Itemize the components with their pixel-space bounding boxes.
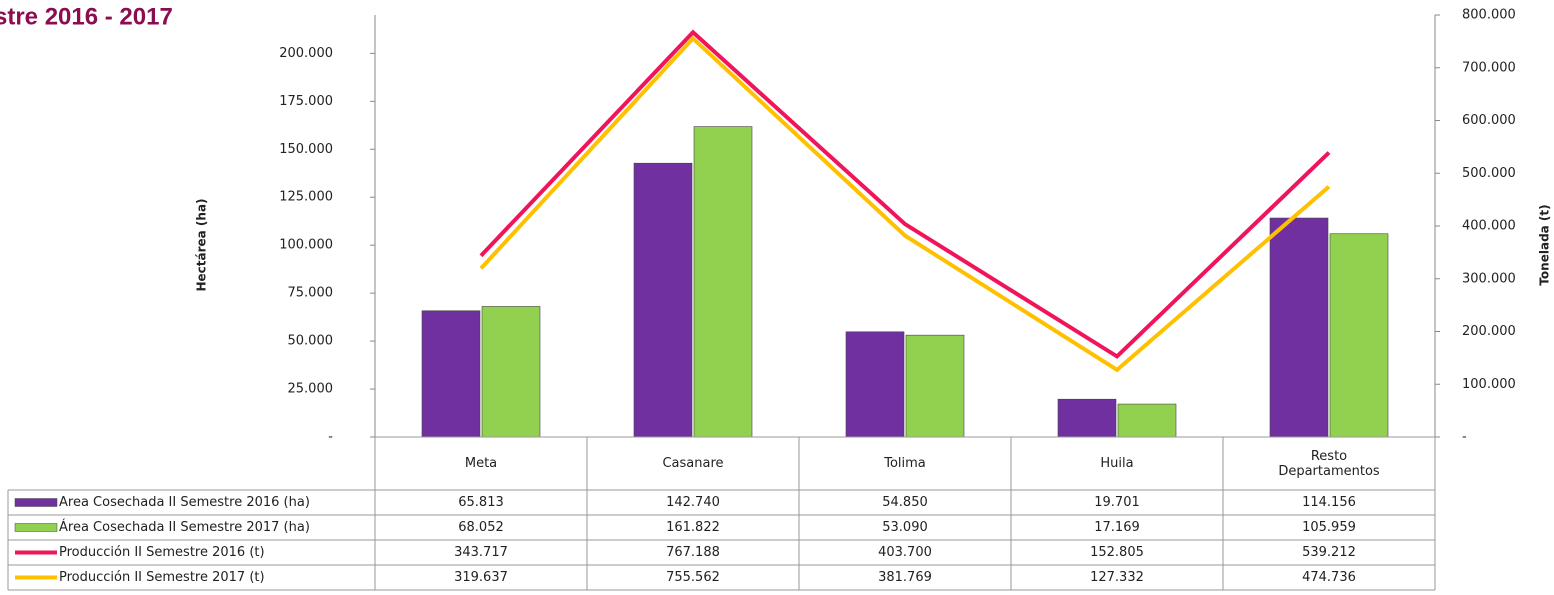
category-text: Casanare: [662, 456, 724, 471]
y2-tick-label: 800.000: [1462, 8, 1516, 23]
category-text: Meta: [464, 456, 498, 471]
category-cell: Tolima: [799, 437, 1011, 490]
category-text: Resto Departamentos: [1278, 448, 1380, 479]
table-value: 65.813: [458, 495, 504, 510]
table-value: 114.156: [1302, 495, 1356, 510]
y2-tick-label: 100.000: [1462, 377, 1516, 392]
table-value: 161.822: [666, 520, 720, 535]
x-tick-label: Tolima: [799, 437, 1011, 490]
table-value: 381.769: [878, 570, 932, 585]
table-value: 403.700: [878, 545, 932, 560]
y-tick-label: 150.000: [279, 142, 333, 157]
legend-swatch: [14, 523, 58, 532]
table-value: 142.740: [666, 495, 720, 510]
bar: [1057, 398, 1117, 438]
chart-title: stre 2016 - 2017: [0, 3, 173, 30]
legend-swatch: [14, 498, 58, 507]
table-value: 343.717: [454, 545, 508, 560]
y2-tick-label: 300.000: [1462, 271, 1516, 286]
category-cell: Casanare: [587, 437, 799, 490]
bar: [693, 126, 753, 438]
line: [479, 29, 1331, 359]
bar: [845, 331, 905, 438]
y2-axis-label: Tonelada (t): [1538, 204, 1552, 285]
y2-tick-label: 400.000: [1462, 219, 1516, 234]
bar: [633, 162, 693, 438]
y-tick-label: 200.000: [279, 46, 333, 61]
table-value: 105.959: [1302, 520, 1356, 535]
y-tick-label: 100.000: [279, 238, 333, 253]
table-value: 539.212: [1302, 545, 1356, 560]
bar: [421, 310, 481, 438]
table-value: 54.850: [882, 495, 928, 510]
category-cell: Meta: [375, 437, 587, 490]
y-tick-label: 125.000: [279, 190, 333, 205]
legend-label: Producción II Semestre 2017 (t): [59, 570, 265, 585]
y-tick-label: 50.000: [288, 334, 334, 349]
table-value: 319.637: [454, 570, 508, 585]
bar: [1117, 403, 1177, 438]
category-cell: Huila: [1011, 437, 1223, 490]
table-value: 755.562: [666, 570, 720, 585]
y-tick-label: 75.000: [288, 286, 334, 301]
y2-tick-label: 500.000: [1462, 166, 1516, 181]
x-tick-label: Huila: [1011, 437, 1223, 490]
table-value: 19.701: [1094, 495, 1140, 510]
legend-label: Producción II Semestre 2016 (t): [59, 545, 265, 560]
legend-label: Area Cosechada II Semestre 2016 (ha): [59, 495, 310, 510]
y-tick-label: 175.000: [279, 94, 333, 109]
x-tick-label: Resto Departamentos: [1223, 437, 1435, 490]
legend-label: Área Cosechada II Semestre 2017 (ha): [59, 519, 310, 535]
y2-tick-label: -: [1462, 430, 1467, 445]
category-text: Tolima: [884, 456, 926, 471]
category-text: Huila: [1100, 456, 1134, 471]
bar: [1329, 233, 1389, 438]
table-value: 474.736: [1302, 570, 1356, 585]
table-value: 767.188: [666, 545, 720, 560]
bar: [1269, 217, 1329, 438]
x-tick-label: Casanare: [587, 437, 799, 490]
bar: [481, 306, 541, 438]
table-value: 127.332: [1090, 570, 1144, 585]
y2-tick-label: 200.000: [1462, 324, 1516, 339]
y2-tick-label: 700.000: [1462, 60, 1516, 75]
table-value: 53.090: [882, 520, 928, 535]
x-tick-label: Meta: [375, 437, 587, 490]
y-tick-label: 25.000: [288, 382, 334, 397]
table-value: 152.805: [1090, 545, 1144, 560]
table-value: 68.052: [458, 520, 504, 535]
line: [479, 35, 1331, 373]
bar: [905, 334, 965, 438]
category-cell: Resto Departamentos: [1223, 437, 1435, 490]
table-value: 17.169: [1094, 520, 1140, 535]
y-axis-label: Hectárea (ha): [195, 198, 209, 291]
y-tick-label: -: [328, 430, 333, 445]
y2-tick-label: 600.000: [1462, 113, 1516, 128]
